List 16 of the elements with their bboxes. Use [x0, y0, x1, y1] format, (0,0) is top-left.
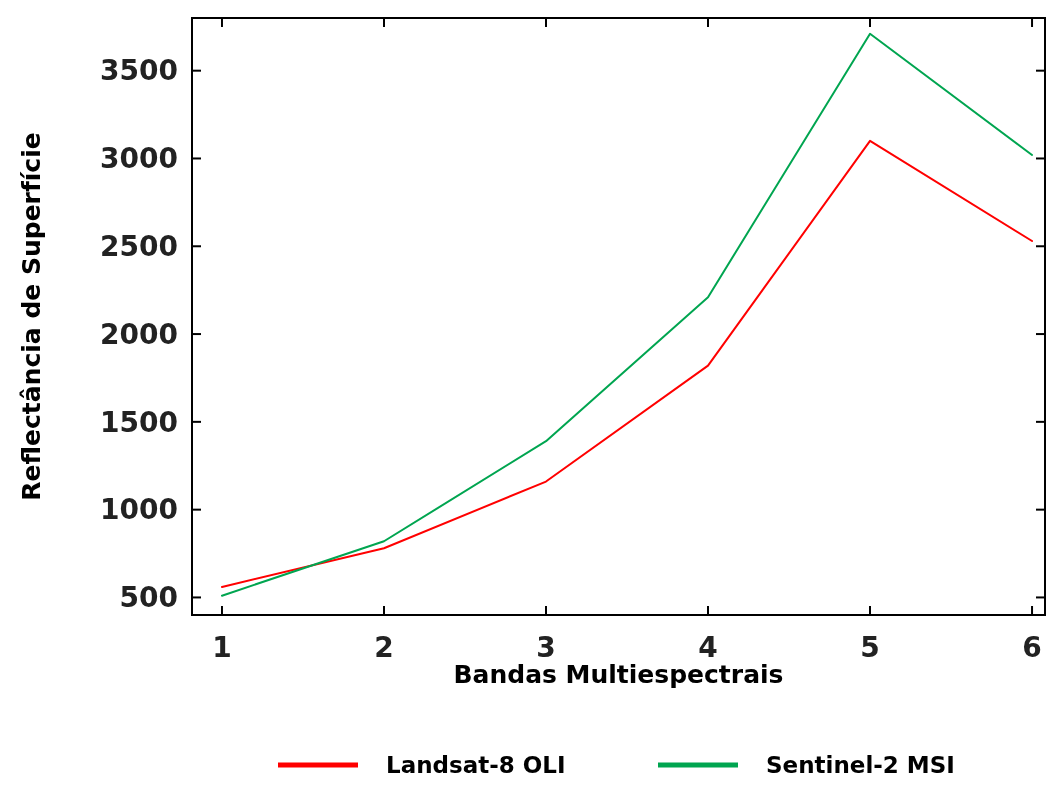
y-tick-label: 1500 — [100, 405, 178, 439]
legend-label: Landsat-8 OLI — [386, 752, 566, 779]
y-tick-label: 3500 — [100, 54, 178, 88]
y-tick-label: 3000 — [100, 142, 178, 176]
y-tick-label: 1000 — [100, 493, 178, 527]
y-axis-title: Reflectância de Superfície — [17, 132, 46, 501]
x-tick-label: 5 — [860, 631, 880, 664]
y-tick-label: 2000 — [100, 317, 178, 351]
y-tick-label: 500 — [119, 581, 178, 615]
line-series — [220, 32, 1034, 597]
line-series — [220, 139, 1034, 588]
legend-label: Sentinel-2 MSI — [766, 752, 955, 779]
x-tick-label: 1 — [212, 631, 232, 664]
y-tick-label: 2500 — [100, 230, 178, 264]
x-tick-label: 6 — [1022, 631, 1042, 664]
x-tick-label: 2 — [374, 631, 394, 664]
